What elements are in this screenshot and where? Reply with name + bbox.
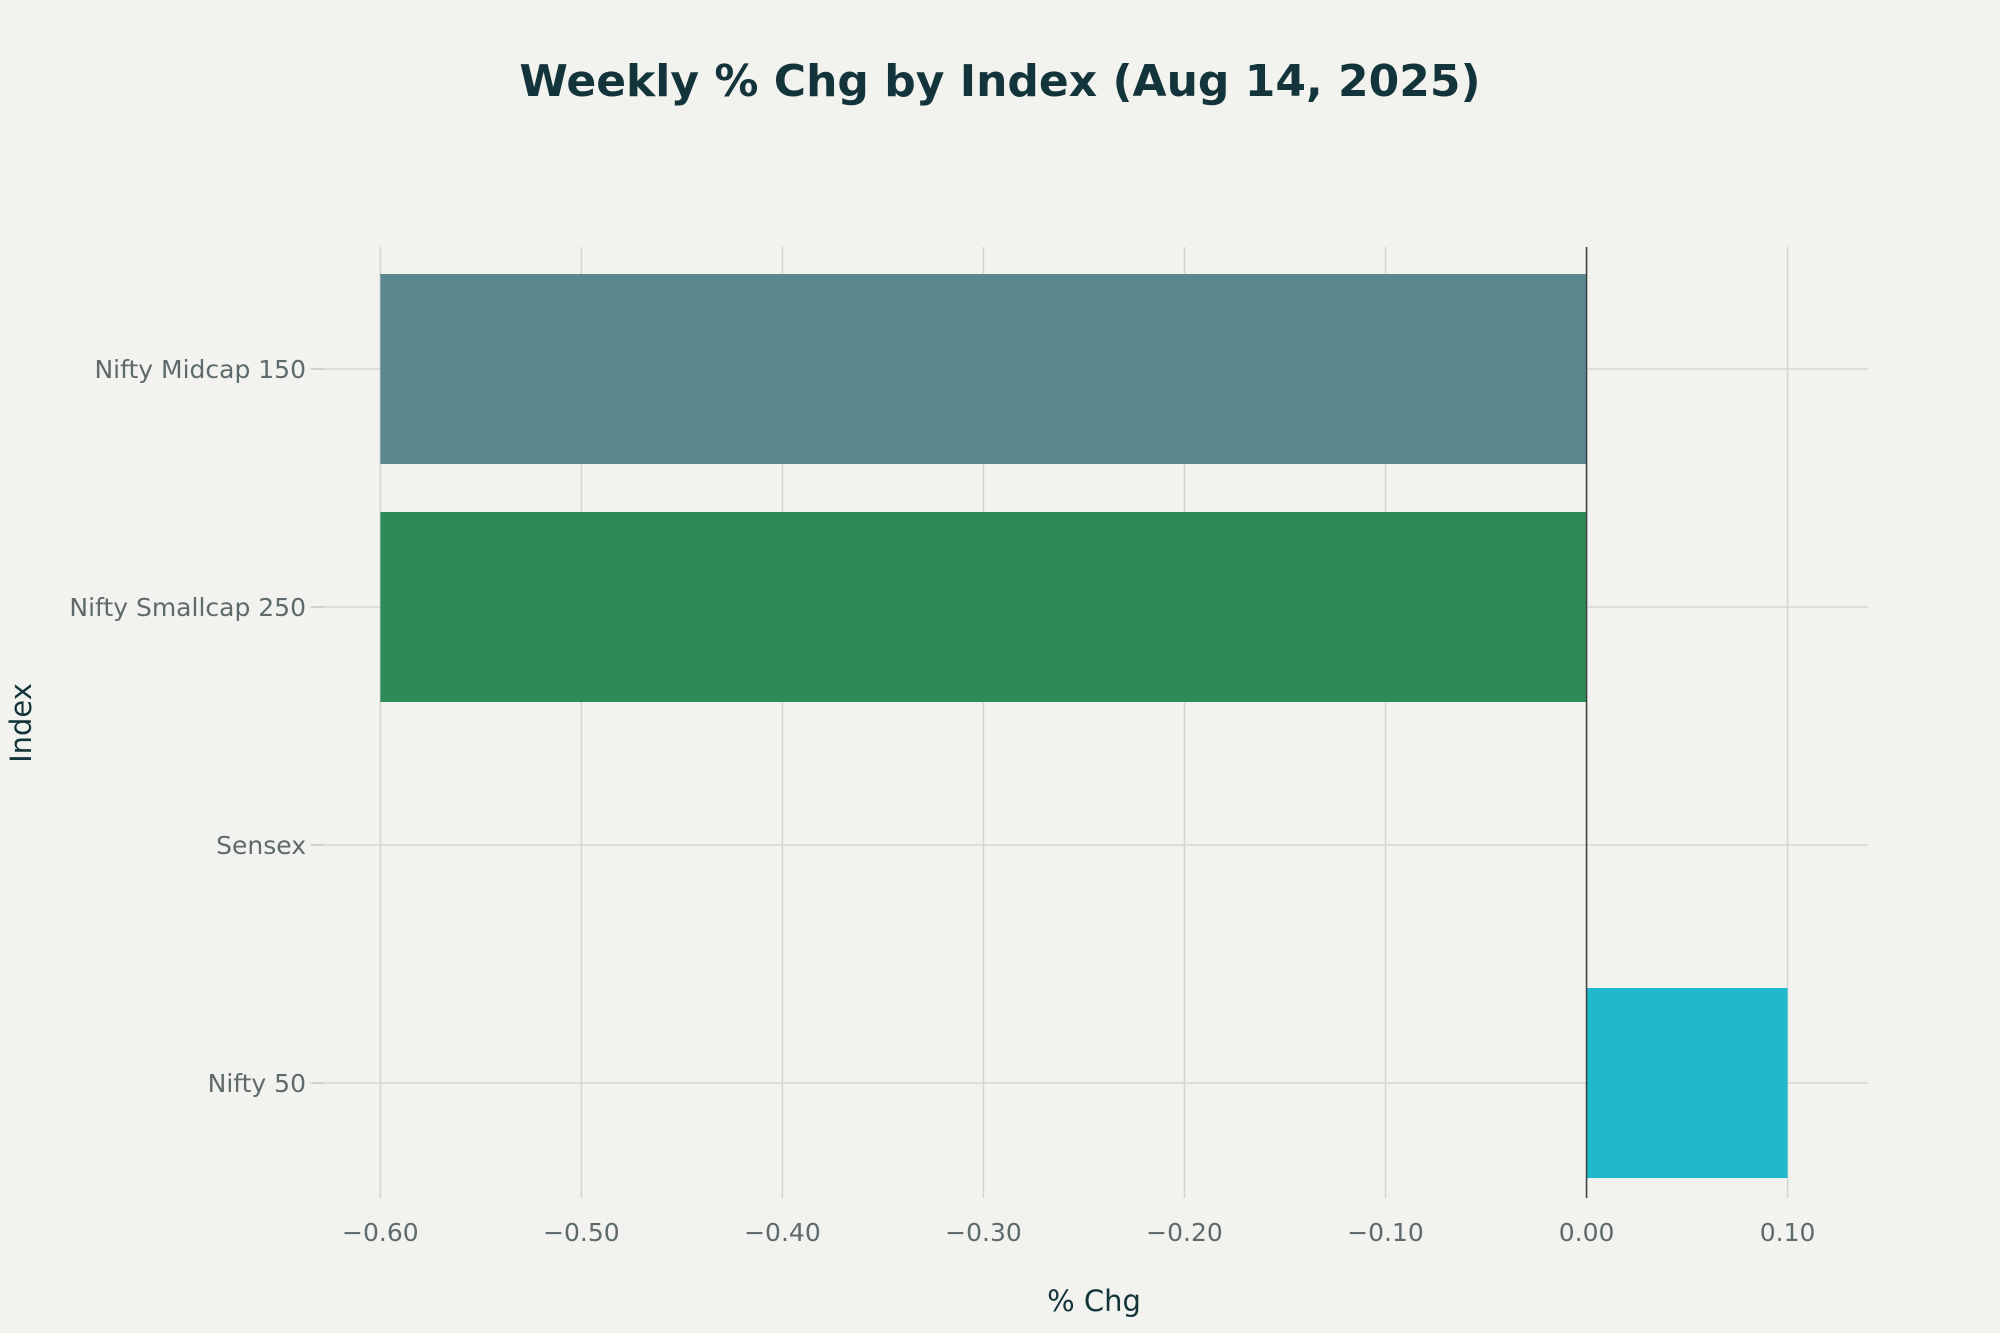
x-axis-ticks: −0.60 −0.50 −0.40 −0.30 −0.20 −0.10 0.00 0.10 [342, 1218, 1815, 1247]
x-tick-label: −0.30 [945, 1218, 1022, 1247]
y-axis-title: Index [4, 683, 38, 763]
x-tick-label: 0.00 [1559, 1218, 1615, 1247]
bar [1586, 988, 1788, 1178]
x-tick-label: −0.40 [744, 1218, 821, 1247]
y-tick-label: Nifty 50 [208, 1069, 306, 1098]
x-tick-label: −0.10 [1347, 1218, 1424, 1247]
y-tick-label: Sensex [216, 831, 306, 860]
x-tick-label: −0.50 [543, 1218, 620, 1247]
bar [380, 274, 1587, 464]
bars [380, 274, 1788, 1178]
x-tick-label: −0.60 [342, 1218, 419, 1247]
y-axis-ticks: Nifty Midcap 150 Nifty Smallcap 250 Sensex… [69, 355, 323, 1098]
bar [380, 512, 1587, 702]
x-tick-label: 0.10 [1760, 1218, 1816, 1247]
chart-title: Weekly % Chg by Index (Aug 14, 2025) [519, 56, 1480, 107]
x-tick-label: −0.20 [1146, 1218, 1223, 1247]
y-tick-label: Nifty Smallcap 250 [69, 593, 306, 622]
y-tick-label: Nifty Midcap 150 [94, 355, 306, 384]
x-axis-title: % Chg [1047, 1284, 1141, 1318]
